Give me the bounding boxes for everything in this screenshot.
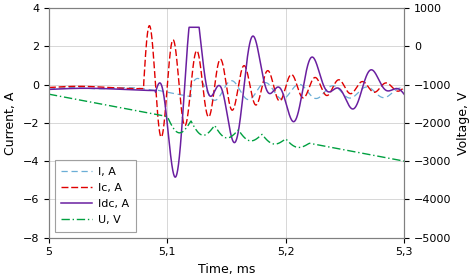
Legend: I, A, Ic, A, Idc, A, U, V: I, A, Ic, A, Idc, A, U, V xyxy=(55,160,136,232)
Y-axis label: Voltage, V: Voltage, V xyxy=(457,91,470,155)
Y-axis label: Current, A: Current, A xyxy=(4,91,17,155)
X-axis label: Time, ms: Time, ms xyxy=(198,263,255,276)
